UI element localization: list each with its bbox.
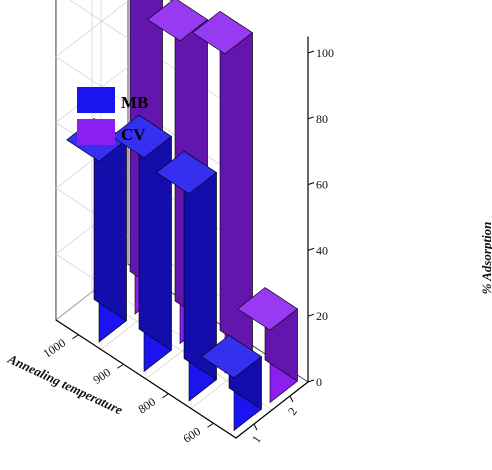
y-tick-mark xyxy=(162,393,169,399)
z-axis-title: % Adsorption xyxy=(479,222,492,295)
y-tick-label: 600 xyxy=(180,424,203,446)
z-tick-label: 20 xyxy=(316,309,328,323)
legend-label-mb: MB xyxy=(121,93,148,112)
y-tick-mark xyxy=(207,422,214,428)
z-tick-labels: 0 20 40 60 80 100 xyxy=(316,46,334,389)
bar-face-top xyxy=(156,150,217,195)
legend-swatch-cv xyxy=(77,119,115,145)
x-tick-label: 2 xyxy=(285,405,300,418)
bar-mb-800 xyxy=(156,150,217,402)
x-tick-mark xyxy=(253,423,258,431)
bar-mb-600 xyxy=(201,334,262,432)
chart-axes xyxy=(55,36,315,439)
z-tick-label: 80 xyxy=(316,112,328,126)
y-axis-title: Annealing temperature xyxy=(5,351,125,418)
chart-bars xyxy=(66,0,298,432)
bar-cv-800 xyxy=(192,10,253,374)
z-tick-mark xyxy=(307,182,315,186)
bar-face-top xyxy=(201,335,262,379)
x-tick-mark xyxy=(289,395,294,403)
y-tick-label: 900 xyxy=(90,365,113,387)
bar-face-top xyxy=(237,287,298,331)
bar-face-top xyxy=(111,114,172,159)
y-tick-mark xyxy=(117,363,124,369)
bar-face-side xyxy=(219,10,253,353)
z-tick-label: 60 xyxy=(316,178,328,192)
z-tick-mark xyxy=(307,50,315,54)
legend-label-cv: CV xyxy=(121,125,146,144)
legend-swatch-mb xyxy=(77,87,115,113)
z-tick-label: 100 xyxy=(316,46,334,60)
bar-face-top xyxy=(192,11,253,55)
y-tick-mark xyxy=(72,334,79,340)
y-tick-label: 800 xyxy=(135,395,158,417)
x-tick-label: 1 xyxy=(249,433,264,446)
z-tick-label: 40 xyxy=(316,243,328,257)
z-tick-mark xyxy=(307,247,315,251)
z-tick-mark xyxy=(307,379,315,383)
chart-legend: MB CV xyxy=(77,87,148,145)
y-axis-line xyxy=(55,319,237,439)
z-tick-mark xyxy=(307,116,315,120)
z-tick-label: 0 xyxy=(316,375,322,389)
bar-cv-600 xyxy=(237,287,298,404)
z-tick-mark xyxy=(307,313,315,317)
y-tick-label: 1000 xyxy=(40,336,68,361)
x-axis-line xyxy=(235,381,309,439)
bar-face-top xyxy=(147,0,208,42)
